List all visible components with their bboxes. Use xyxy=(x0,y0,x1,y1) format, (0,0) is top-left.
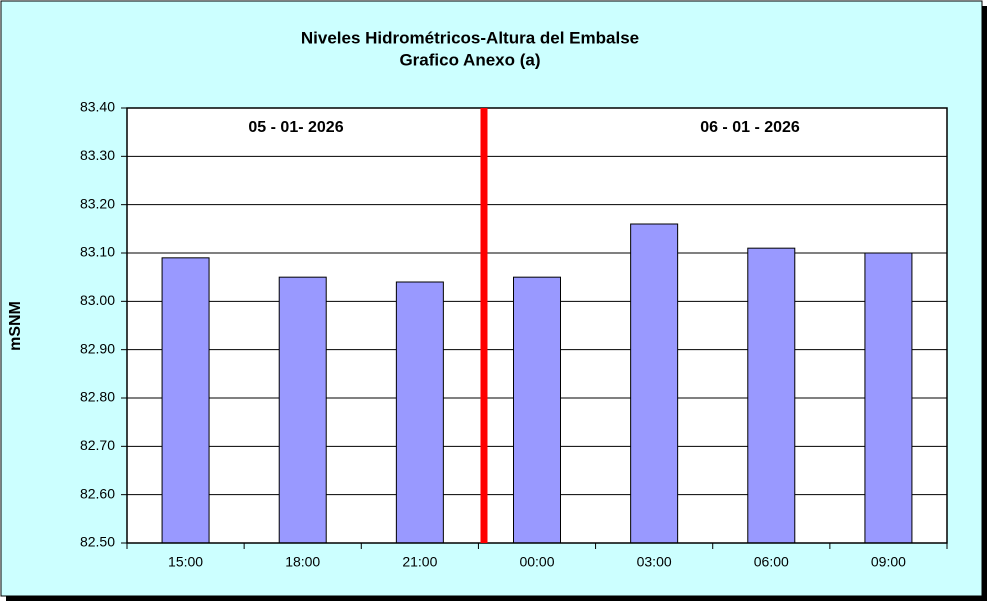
x-tick-label: 09:00 xyxy=(871,554,906,570)
bar xyxy=(278,276,327,544)
y-tick-label: 83.20 xyxy=(80,195,115,211)
y-tick-label: 83.30 xyxy=(80,147,115,163)
bar xyxy=(630,223,679,544)
x-tick-label: 15:00 xyxy=(168,554,203,570)
bar xyxy=(513,276,561,544)
y-tick-label: 82.60 xyxy=(80,485,115,501)
y-tick-label: 83.10 xyxy=(80,244,115,260)
bar xyxy=(395,281,444,544)
bar xyxy=(747,247,796,544)
chart-subtitle: Grafico Anexo (a) xyxy=(399,50,540,69)
bar xyxy=(161,257,210,544)
x-tick-label: 03:00 xyxy=(637,554,672,570)
y-tick-label: 82.90 xyxy=(80,340,115,356)
y-tick-label: 82.80 xyxy=(80,389,115,405)
x-tick-label: 21:00 xyxy=(402,554,437,570)
x-tick-label: 06:00 xyxy=(754,554,789,570)
y-tick-label: 82.70 xyxy=(80,437,115,453)
y-tick-label: 83.00 xyxy=(80,292,115,308)
date-label: 06 - 01 - 2026 xyxy=(700,119,800,136)
x-tick-label: 18:00 xyxy=(285,554,320,570)
y-tick-label: 82.50 xyxy=(80,534,115,550)
y-tick-label: 83.40 xyxy=(80,99,115,115)
y-axis-label: mSNM xyxy=(7,301,24,351)
chart-title: Niveles Hidrométricos-Altura del Embalse xyxy=(301,28,639,47)
date-label: 05 - 01- 2026 xyxy=(248,119,343,136)
bar xyxy=(864,252,913,544)
plot-border xyxy=(126,107,948,544)
x-tick-label: 00:00 xyxy=(519,554,554,570)
